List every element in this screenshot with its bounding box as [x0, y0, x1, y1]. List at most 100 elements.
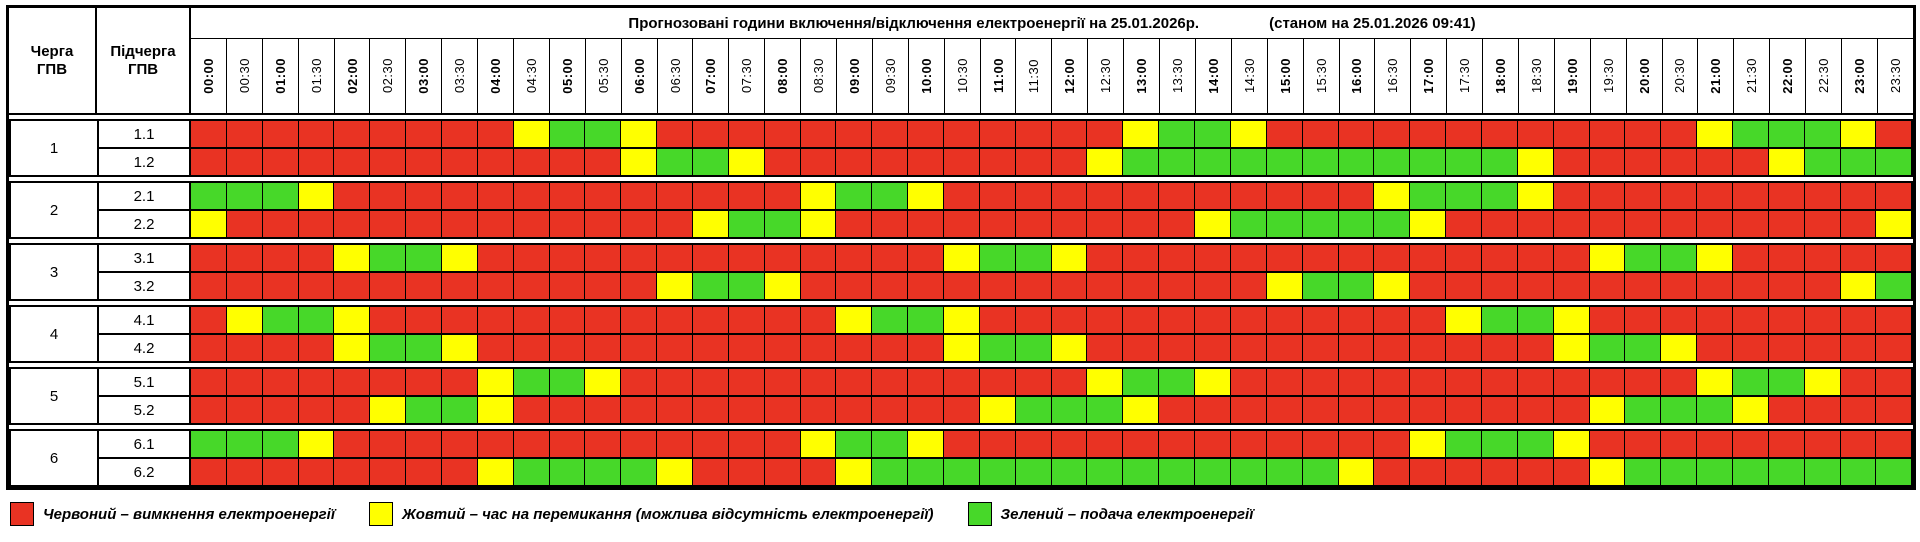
slot-3.1-17:00 — [1409, 245, 1446, 271]
slot-1.1-21:00 — [1696, 121, 1732, 147]
slot-4.2-08:00 — [763, 335, 800, 361]
slot-6.2-09:30 — [871, 459, 908, 485]
slot-2.2-08:00 — [763, 211, 800, 237]
slot-5.1-10:30 — [943, 369, 979, 395]
slot-2.1-09:00 — [835, 183, 872, 209]
slot-4.2-15:00 — [1265, 335, 1302, 361]
slot-2.1-22:00 — [1767, 183, 1804, 209]
slot-3.1-14:30 — [1229, 245, 1266, 271]
slot-2.1-18:30 — [1516, 183, 1553, 209]
slot-3.2-11:30 — [1014, 273, 1051, 299]
slot-5.2-21:30 — [1731, 397, 1768, 423]
slot-4.1-22:00 — [1767, 307, 1804, 333]
subqueue-label-6.2: 6.2 — [99, 459, 191, 485]
slot-2.2-15:30 — [1301, 211, 1338, 237]
slot-5.1-21:30 — [1731, 369, 1768, 395]
slot-5.2-20:00 — [1624, 397, 1661, 423]
queue-block-4: 4 4.1 4.2 — [9, 305, 1913, 363]
slot-4.2-05:30 — [584, 335, 621, 361]
slot-2.2-20:00 — [1624, 211, 1661, 237]
slot-1.1-10:30 — [943, 121, 979, 147]
slot-6.2-04:00 — [476, 459, 513, 485]
slot-4.2-23:30 — [1875, 335, 1912, 361]
slot-5.2-15:30 — [1301, 397, 1338, 423]
slot-6.2-15:30 — [1301, 459, 1338, 485]
slot-2.2-22:30 — [1803, 211, 1840, 237]
slot-6.1-00:30 — [225, 431, 262, 457]
slot-3.2-08:00 — [763, 273, 800, 299]
time-label-02:30: 02:30 — [369, 39, 406, 113]
slot-4.2-12:30 — [1086, 335, 1123, 361]
slot-4.1-03:00 — [405, 307, 442, 333]
slot-3.2-04:30 — [512, 273, 549, 299]
slot-4.2-06:30 — [656, 335, 693, 361]
time-label-11:00: 11:00 — [979, 39, 1016, 113]
schedule-row-3.1: 3.1 — [99, 245, 1912, 271]
slot-2.2-18:30 — [1516, 211, 1553, 237]
slot-5.1-11:00 — [978, 369, 1015, 395]
slot-3.2-19:30 — [1588, 273, 1625, 299]
queue-label-1: 1 — [11, 121, 99, 175]
slot-3.1-03:30 — [441, 245, 477, 271]
slot-2.1-18:00 — [1480, 183, 1517, 209]
time-label-00:00: 00:00 — [191, 39, 226, 113]
slot-3.2-22:30 — [1803, 273, 1840, 299]
slot-4.2-01:00 — [261, 335, 298, 361]
slot-4.2-03:30 — [441, 335, 477, 361]
slot-3.1-11:00 — [978, 245, 1015, 271]
slot-6.1-21:00 — [1696, 431, 1732, 457]
slot-5.1-12:00 — [1050, 369, 1087, 395]
slot-5.1-18:30 — [1516, 369, 1553, 395]
slot-3.1-16:00 — [1337, 245, 1374, 271]
time-label-21:00: 21:00 — [1697, 39, 1734, 113]
slot-5.2-19:00 — [1552, 397, 1589, 423]
slot-2.1-19:30 — [1588, 183, 1625, 209]
time-label-19:30: 19:30 — [1589, 39, 1626, 113]
slot-3.1-14:00 — [1194, 245, 1230, 271]
slot-5.2-06:00 — [620, 397, 657, 423]
slot-6.2-20:30 — [1660, 459, 1697, 485]
outage-schedule-table: Черга ГПВ Підчерга ГПВ Прогнозовані годи… — [6, 5, 1916, 490]
slot-3.2-10:30 — [943, 273, 979, 299]
slot-1.1-10:00 — [907, 121, 944, 147]
slot-6.2-08:30 — [799, 459, 836, 485]
slot-5.1-08:30 — [799, 369, 836, 395]
slot-5.1-14:30 — [1229, 369, 1266, 395]
time-label-03:30: 03:30 — [441, 39, 478, 113]
slot-6.1-16:30 — [1373, 431, 1410, 457]
slot-5.2-06:30 — [656, 397, 693, 423]
slot-4.1-02:00 — [333, 307, 370, 333]
slot-3.1-23:00 — [1839, 245, 1876, 271]
time-label-10:30: 10:30 — [943, 39, 980, 113]
slot-5.1-17:00 — [1409, 369, 1446, 395]
time-label-15:00: 15:00 — [1266, 39, 1303, 113]
slot-3.2-19:00 — [1552, 273, 1589, 299]
slot-6.1-08:30 — [799, 431, 836, 457]
slot-4.1-01:00 — [261, 307, 298, 333]
slot-2.2-10:30 — [943, 211, 979, 237]
slot-4.1-16:30 — [1373, 307, 1410, 333]
slot-6.2-19:30 — [1588, 459, 1625, 485]
slot-1.2-23:00 — [1839, 149, 1876, 175]
slot-2.2-12:00 — [1050, 211, 1087, 237]
slot-2.1-23:00 — [1839, 183, 1876, 209]
slot-5.1-18:00 — [1480, 369, 1517, 395]
row-cells — [191, 397, 1912, 423]
slot-1.2-05:00 — [548, 149, 585, 175]
slot-4.1-09:30 — [871, 307, 908, 333]
slot-6.1-11:30 — [1014, 431, 1051, 457]
slot-1.1-18:00 — [1480, 121, 1517, 147]
queue-rows: 5.1 5.2 — [99, 369, 1912, 423]
slot-5.1-13:30 — [1158, 369, 1195, 395]
slot-6.2-22:30 — [1803, 459, 1840, 485]
row-cells — [191, 149, 1912, 175]
slot-5.2-00:30 — [225, 397, 262, 423]
slot-2.1-21:30 — [1731, 183, 1768, 209]
queue-label-6: 6 — [11, 431, 99, 485]
slot-6.1-20:30 — [1660, 431, 1697, 457]
queue-rows: 2.1 2.2 — [99, 183, 1912, 237]
slot-2.1-12:30 — [1086, 183, 1123, 209]
slot-6.1-05:30 — [584, 431, 621, 457]
slot-3.2-11:00 — [978, 273, 1015, 299]
slot-2.1-02:00 — [333, 183, 370, 209]
